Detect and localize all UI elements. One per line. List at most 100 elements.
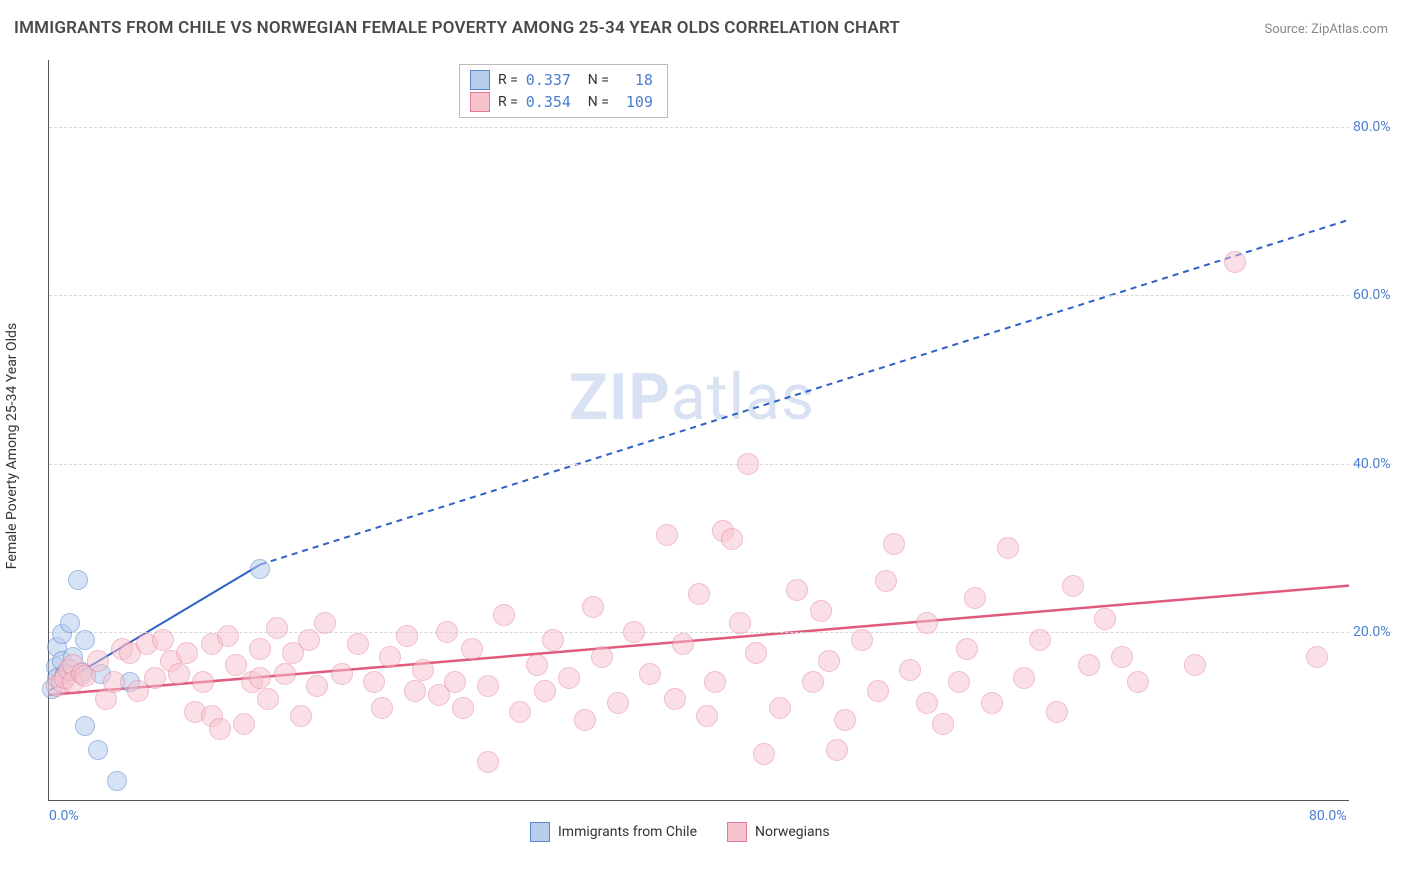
data-point-norwegians [257, 688, 279, 710]
data-point-norwegians [834, 709, 856, 731]
data-point-norwegians [347, 633, 369, 655]
data-point-norwegians [217, 625, 239, 647]
data-point-chile [107, 771, 127, 791]
data-point-norwegians [558, 667, 580, 689]
legend-n-value: 109 [617, 93, 653, 111]
gridline [49, 295, 1349, 296]
data-point-norwegians [444, 671, 466, 693]
data-point-norwegians [802, 671, 824, 693]
data-point-norwegians [737, 453, 759, 475]
legend-swatch [530, 822, 550, 842]
data-point-norwegians [233, 713, 255, 735]
data-point-norwegians [810, 600, 832, 622]
data-point-norwegians [379, 646, 401, 668]
data-point-norwegians [274, 663, 296, 685]
data-point-norwegians [591, 646, 613, 668]
data-point-norwegians [753, 743, 775, 765]
watermark: ZIPatlas [569, 360, 815, 435]
data-point-norwegians [1224, 251, 1246, 273]
data-point-norwegians [1046, 701, 1068, 723]
legend-corr-row: R = 0.337 N = 18 [470, 69, 653, 91]
data-point-norwegians [209, 718, 231, 740]
gridline [49, 632, 1349, 633]
data-point-chile [60, 613, 80, 633]
watermark-rest: atlas [671, 360, 815, 435]
data-point-norwegians [1013, 667, 1035, 689]
data-point-norwegians [331, 663, 353, 685]
data-point-norwegians [623, 621, 645, 643]
watermark-bold: ZIP [569, 360, 671, 435]
data-point-norwegians [371, 697, 393, 719]
data-point-norwegians [192, 671, 214, 693]
data-point-norwegians [493, 604, 515, 626]
data-point-norwegians [534, 680, 556, 702]
data-point-norwegians [729, 612, 751, 634]
data-point-norwegians [786, 579, 808, 601]
data-point-norwegians [363, 671, 385, 693]
legend-swatch [470, 92, 490, 112]
data-point-norwegians [509, 701, 531, 723]
y-tick-label: 60.0% [1353, 287, 1401, 303]
data-point-norwegians [176, 642, 198, 664]
legend-r-value: 0.354 [526, 93, 580, 111]
data-point-norwegians [103, 671, 125, 693]
data-point-norwegians [1306, 646, 1328, 668]
legend-n-value: 18 [617, 71, 653, 89]
data-point-chile [75, 630, 95, 650]
legend-series-label: Immigrants from Chile [558, 824, 697, 840]
data-point-norwegians [672, 633, 694, 655]
data-point-norwegians [574, 709, 596, 731]
data-point-norwegians [981, 692, 1003, 714]
data-point-norwegians [168, 663, 190, 685]
data-point-norwegians [306, 675, 328, 697]
data-point-norwegians [607, 692, 629, 714]
plot-area: ZIPatlas R =0.337N =18R =0.354N =109 20.… [48, 60, 1349, 801]
data-point-norwegians [152, 629, 174, 651]
data-point-norwegians [688, 583, 710, 605]
data-point-norwegians [932, 713, 954, 735]
data-point-norwegians [1078, 654, 1100, 676]
data-point-chile [75, 716, 95, 736]
data-point-norwegians [144, 667, 166, 689]
data-point-norwegians [477, 675, 499, 697]
x-tick-label: 0.0% [49, 808, 79, 824]
data-point-norwegians [769, 697, 791, 719]
data-point-norwegians [997, 537, 1019, 559]
data-point-norwegians [404, 680, 426, 702]
data-point-norwegians [1029, 629, 1051, 651]
data-point-norwegians [696, 705, 718, 727]
data-point-norwegians [526, 654, 548, 676]
legend-n-label: N = [588, 72, 609, 88]
y-axis-label: Female Poverty Among 25-34 Year Olds [4, 323, 20, 569]
y-tick-label: 40.0% [1353, 456, 1401, 472]
data-point-norwegians [298, 629, 320, 651]
data-point-norwegians [956, 638, 978, 660]
legend-n-label: N = [588, 94, 609, 110]
data-point-norwegians [721, 528, 743, 550]
x-tick-label: 80.0% [1309, 808, 1347, 824]
legend-r-label: R = [498, 72, 518, 88]
data-point-norwegians [1184, 654, 1206, 676]
data-point-norwegians [883, 533, 905, 555]
data-point-norwegians [704, 671, 726, 693]
legend-series: Immigrants from Chile Norwegians [530, 822, 830, 842]
legend-swatch [470, 70, 490, 90]
legend-correlation: R = 0.337 N = 18R = 0.354 N = 109 [459, 64, 668, 118]
data-point-norwegians [249, 667, 271, 689]
legend-swatch [727, 822, 747, 842]
data-point-norwegians [542, 629, 564, 651]
chart-title: IMMIGRANTS FROM CHILE VS NORWEGIAN FEMAL… [14, 18, 900, 38]
data-point-norwegians [412, 659, 434, 681]
data-point-norwegians [875, 570, 897, 592]
data-point-norwegians [452, 697, 474, 719]
data-point-norwegians [745, 642, 767, 664]
data-point-norwegians [477, 751, 499, 773]
data-point-norwegians [249, 638, 271, 660]
data-point-norwegians [639, 663, 661, 685]
legend-series-label: Norwegians [755, 824, 830, 840]
data-point-norwegians [225, 654, 247, 676]
legend-r-value: 0.337 [526, 71, 580, 89]
data-point-norwegians [664, 688, 686, 710]
legend-corr-row: R =0.354N =109 [470, 91, 653, 113]
gridline [49, 127, 1349, 128]
